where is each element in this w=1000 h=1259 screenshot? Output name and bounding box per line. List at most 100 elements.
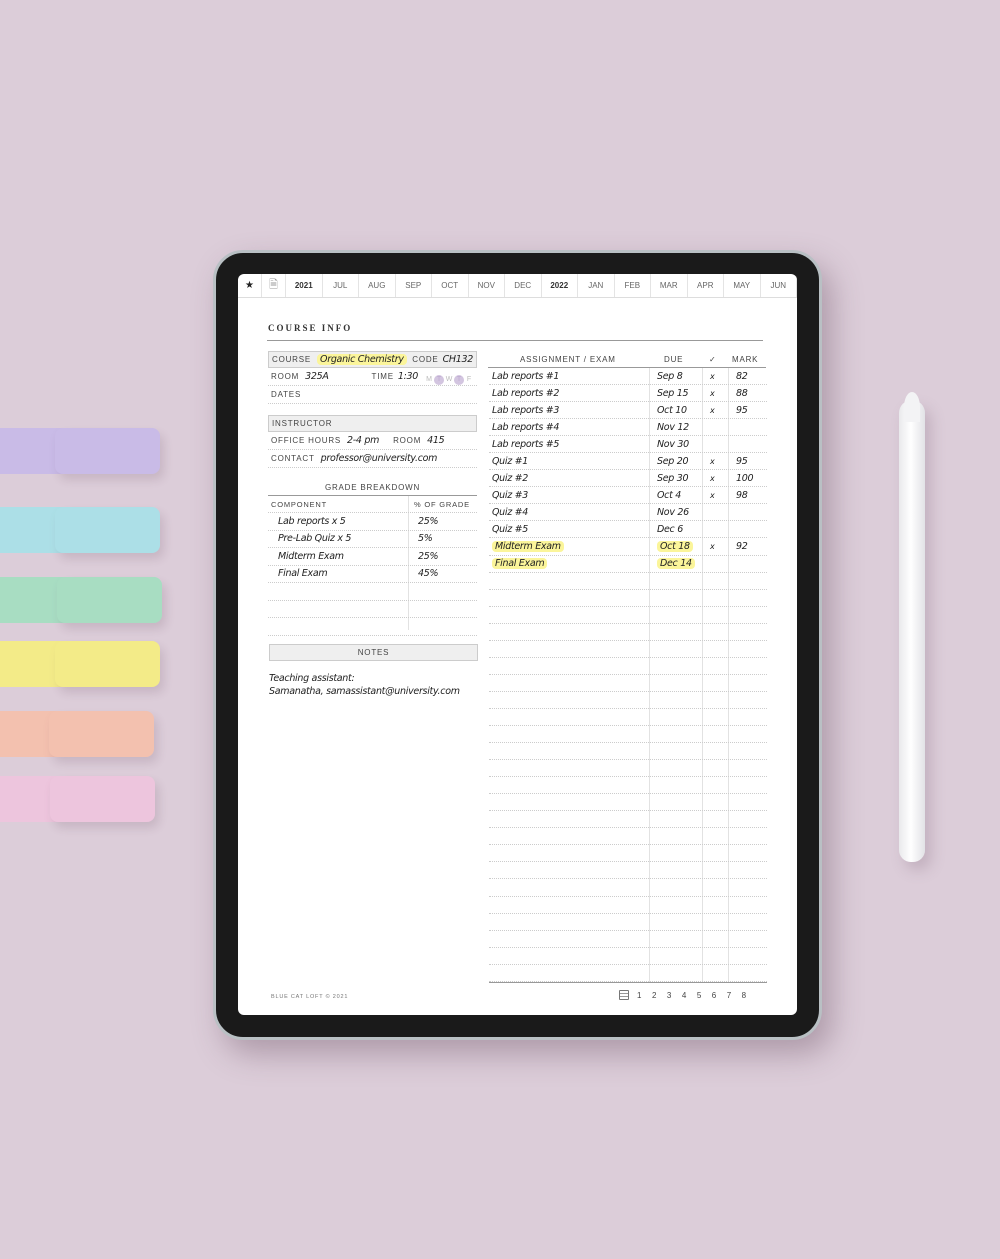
stack-icon[interactable] <box>619 990 629 1000</box>
planner-screen: ★ 🗎 2021 JUL AUG SEP OCT NOV DEC 2022 JAN FEB MAR APR… <box>238 274 797 1015</box>
assignment-row[interactable] <box>489 777 767 795</box>
tape-roll <box>55 428 160 474</box>
assignment-due: Sep 15 <box>657 387 689 399</box>
assignment-row[interactable]: Final Exam Dec 14 <box>489 556 767 573</box>
tab-jul[interactable]: JUL <box>323 274 359 297</box>
assignment-due: Dec 14 <box>657 558 695 570</box>
assignment-row[interactable] <box>489 880 767 897</box>
day-toggle[interactable]: W <box>445 375 453 383</box>
page-link-7[interactable]: 7 <box>726 990 732 1000</box>
assignment-row[interactable]: Quiz #2 Sep 30 x 100 <box>489 470 767 488</box>
tab-jan[interactable]: JAN <box>578 274 615 297</box>
assignment-row[interactable] <box>489 590 767 607</box>
grade-row[interactable] <box>268 583 477 601</box>
grade-row[interactable] <box>268 618 477 636</box>
assignment-row[interactable]: Lab reports #5 Nov 30 <box>489 436 767 454</box>
assignment-row[interactable] <box>489 709 767 727</box>
grade-row[interactable]: Final Exam 45% <box>268 566 477 583</box>
assignment-row[interactable] <box>489 675 767 692</box>
assignment-due: Sep 30 <box>657 472 689 484</box>
star-icon[interactable]: ★ <box>238 274 262 297</box>
assignment-check: x <box>710 371 715 381</box>
assignment-row[interactable]: Quiz #1 Sep 20 x 95 <box>489 453 767 471</box>
tape-roll <box>49 711 154 757</box>
day-toggle[interactable]: F <box>466 375 472 383</box>
course-row[interactable]: COURSE Organic Chemistry CODE CH132 <box>268 351 477 368</box>
assignment-row[interactable] <box>489 965 767 982</box>
tab-2021[interactable]: 2021 <box>286 274 323 297</box>
assignment-row[interactable]: Lab reports #4 Nov 12 <box>489 419 767 437</box>
page-link-8[interactable]: 8 <box>741 990 747 1000</box>
tab-aug[interactable]: AUG <box>359 274 396 297</box>
assignment-row[interactable] <box>489 658 767 675</box>
assignment-row[interactable] <box>489 845 767 863</box>
assignment-row[interactable] <box>489 914 767 931</box>
assignment-due: Nov 12 <box>657 421 689 433</box>
assignment-row[interactable]: Quiz #4 Nov 26 <box>489 504 767 522</box>
assignment-name: Quiz #2 <box>492 472 529 484</box>
tab-jun[interactable]: JUN <box>761 274 797 297</box>
dates-row[interactable]: DATES <box>268 386 477 404</box>
tab-oct[interactable]: OCT <box>432 274 469 297</box>
grade-row[interactable]: Pre-Lab Quiz x 5 5% <box>268 531 477 548</box>
assignment-row[interactable]: Midterm Exam Oct 18 x 92 <box>489 539 767 556</box>
grade-row[interactable]: Midterm Exam 25% <box>268 548 477 566</box>
assignment-row[interactable] <box>489 726 767 744</box>
assignment-row[interactable] <box>489 862 767 880</box>
tab-2022[interactable]: 2022 <box>542 274 578 297</box>
assignment-row[interactable] <box>489 794 767 812</box>
tab-sep[interactable]: SEP <box>396 274 432 297</box>
assignment-row[interactable] <box>489 641 767 658</box>
document-icon[interactable]: 🗎 <box>262 274 286 297</box>
assignment-row[interactable]: Lab reports #1 Sep 8 x 82 <box>489 368 767 386</box>
page-link-2[interactable]: 2 <box>651 990 657 1000</box>
page-link-6[interactable]: 6 <box>711 990 717 1000</box>
grade-row[interactable] <box>268 601 477 618</box>
assignment-row[interactable] <box>489 828 767 846</box>
assignment-row[interactable] <box>489 760 767 778</box>
assignment-row[interactable]: Lab reports #2 Sep 15 x 88 <box>489 385 767 403</box>
tab-mar[interactable]: MAR <box>651 274 688 297</box>
contact-row[interactable]: CONTACT professor@university.com <box>268 450 477 468</box>
tape-roll <box>50 776 155 822</box>
tape-roll <box>55 641 160 687</box>
assignment-row[interactable] <box>489 573 767 590</box>
assignment-row[interactable] <box>489 931 767 948</box>
assignment-mark: 92 <box>736 541 748 553</box>
tab-nov[interactable]: NOV <box>469 274 505 297</box>
assignment-row[interactable] <box>489 948 767 965</box>
office-hours-row[interactable]: OFFICE HOURS 2-4 pm ROOM 415 <box>268 432 477 450</box>
page-link-3[interactable]: 3 <box>666 990 672 1000</box>
grade-row[interactable]: Lab reports x 5 25% <box>268 513 477 531</box>
assignment-row[interactable] <box>489 607 767 624</box>
assignment-row[interactable] <box>489 811 767 829</box>
assignments-header: ASSIGNMENT / EXAM DUE ✓ MARK <box>488 352 766 368</box>
tab-may[interactable]: MAY <box>724 274 761 297</box>
assignment-name: Midterm Exam <box>492 541 564 553</box>
day-toggle[interactable]: T <box>434 374 444 385</box>
assignment-row[interactable] <box>489 743 767 761</box>
page-link-1[interactable]: 1 <box>637 990 642 1000</box>
assignment-check: x <box>710 405 715 415</box>
component: Midterm Exam <box>278 550 344 562</box>
day-toggle[interactable]: M <box>426 375 432 383</box>
notes-text[interactable]: Teaching assistant: Samanatha, samassist… <box>269 673 460 697</box>
page-link-5[interactable]: 5 <box>696 990 702 1000</box>
assignment-row[interactable]: Lab reports #3 Oct 10 x 95 <box>489 402 767 420</box>
assignment-row[interactable] <box>489 897 767 914</box>
day-toggle[interactable]: T <box>454 374 464 385</box>
washi-tape <box>0 641 160 687</box>
assignment-row[interactable] <box>489 624 767 641</box>
assignment-due: Oct 10 <box>657 404 687 416</box>
tab-dec[interactable]: DEC <box>505 274 542 297</box>
component: Final Exam <box>278 568 328 580</box>
tab-apr[interactable]: APR <box>688 274 724 297</box>
assignment-row[interactable]: Quiz #3 Oct 4 x 98 <box>489 487 767 505</box>
assignment-row[interactable]: Quiz #5 Dec 6 <box>489 521 767 539</box>
assignment-mark: 95 <box>736 455 748 467</box>
page-link-4[interactable]: 4 <box>681 990 687 1000</box>
assignment-row[interactable] <box>489 692 767 709</box>
tab-feb[interactable]: FEB <box>615 274 651 297</box>
